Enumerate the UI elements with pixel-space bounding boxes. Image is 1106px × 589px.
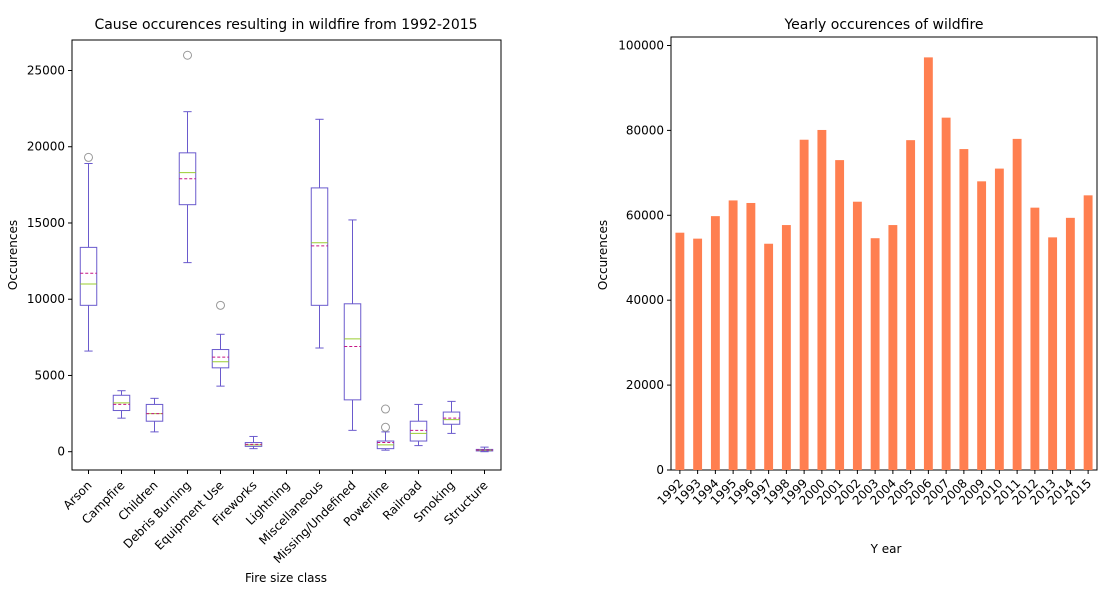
box-chart-ylabel: Occurences: [6, 220, 20, 290]
box-plot-chart: Cause occurences resulting in wildfire f…: [6, 17, 502, 585]
bar: [835, 160, 845, 470]
box-chart-xlabel: Fire size class: [245, 571, 327, 585]
bar: [888, 225, 898, 470]
bar: [693, 238, 703, 470]
box-body: [409, 420, 428, 442]
box-body: [310, 187, 329, 306]
box-outlier: [381, 422, 390, 432]
y-tick-label: 40000: [626, 293, 664, 307]
y-tick-label: 5000: [34, 368, 65, 382]
y-tick-label: 10000: [27, 292, 65, 306]
bar: [817, 129, 827, 470]
bar: [781, 225, 791, 470]
bar: [923, 57, 933, 471]
bar: [959, 149, 969, 470]
bar: [977, 181, 987, 471]
bar: [941, 117, 951, 470]
bar: [852, 201, 862, 470]
box-body: [211, 349, 230, 369]
box-chart-title: Cause occurences resulting in wildfire f…: [94, 17, 477, 33]
y-tick-label: 80000: [626, 123, 664, 137]
box-body: [343, 303, 362, 401]
y-tick-label: 20000: [27, 140, 65, 154]
y-tick-label: 25000: [27, 63, 65, 77]
bar: [994, 168, 1004, 471]
box-body: [145, 403, 164, 422]
box-outlier: [381, 404, 390, 414]
bar: [870, 238, 880, 470]
bar-chart-xlabel: Y ear: [870, 542, 902, 556]
box-plot-area: 0500010000150002000025000ArsonCampfireCh…: [27, 39, 502, 566]
y-tick-label: 0: [57, 445, 65, 459]
bar: [1030, 207, 1040, 470]
bar-plot-area: 0200004000060000800001000001992199319941…: [618, 36, 1098, 508]
bar-plot-frame: [670, 36, 1098, 471]
box-outlier: [84, 152, 93, 162]
bar: [710, 216, 720, 470]
bar: [728, 200, 738, 470]
bar: [764, 243, 774, 470]
y-tick-label: 100000: [618, 38, 664, 52]
box-outlier: [216, 300, 225, 310]
box-plot-frame: [71, 39, 502, 471]
bar: [675, 232, 685, 470]
bar-chart: Yearly occurences of wildfire 0 20000 4000…: [596, 17, 1098, 556]
bar: [906, 140, 916, 470]
y-tick-label: 0: [656, 463, 664, 477]
box-body: [79, 246, 98, 306]
bar: [1065, 217, 1075, 470]
bar: [746, 202, 756, 470]
bar: [1012, 138, 1022, 470]
bar-chart-ylabel: Occurences: [596, 220, 610, 290]
y-tick-label: 15000: [27, 216, 65, 230]
y-tick-label: 60000: [626, 208, 664, 222]
bar: [1048, 237, 1058, 470]
y-tick-label: 20000: [626, 378, 664, 392]
box-outlier: [183, 50, 192, 60]
bar: [799, 139, 809, 470]
bar: [1083, 195, 1093, 470]
bar-chart-title: Yearly occurences of wildfire: [783, 17, 983, 33]
